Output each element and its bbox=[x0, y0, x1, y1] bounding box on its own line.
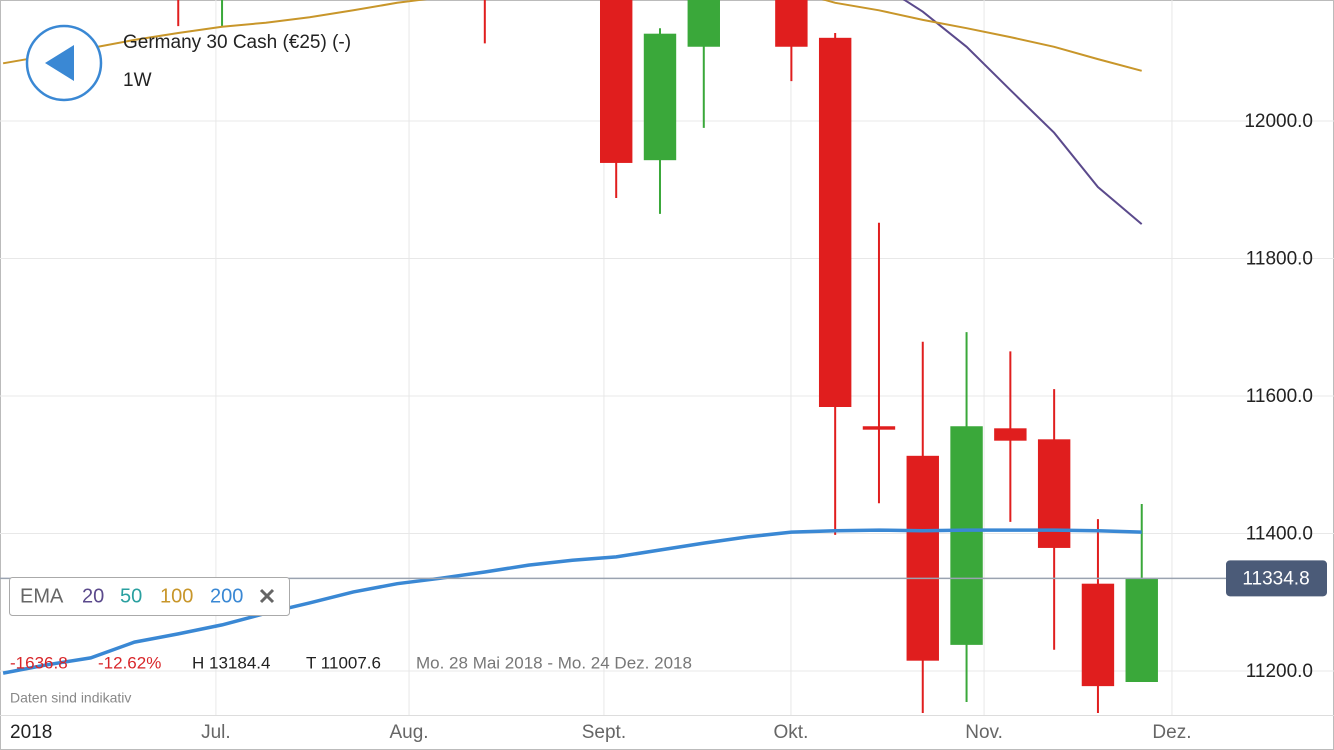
last-price-tag bbox=[1226, 560, 1327, 597]
candle-body bbox=[643, 33, 677, 161]
y-tick-label: 11800.0 bbox=[1246, 249, 1313, 270]
x-tick-label: Dez. bbox=[1152, 722, 1191, 743]
ema-line bbox=[902, 0, 1143, 225]
x-tick-label: Jul. bbox=[201, 722, 231, 743]
timeframe: 1W bbox=[123, 70, 152, 91]
candle-body bbox=[1081, 583, 1115, 687]
plot bbox=[0, 0, 1226, 713]
change: -1636.8 bbox=[10, 653, 68, 672]
candle-body bbox=[1125, 578, 1158, 682]
legend-item: 50 bbox=[120, 585, 142, 607]
legend-item: 100 bbox=[160, 585, 193, 607]
overlay: Germany 30 Cash (€25) (-) 1W -1636.8 -12… bbox=[9, 24, 1327, 743]
date-range: Mo. 28 Mai 2018 - Mo. 24 Dez. 2018 bbox=[416, 653, 692, 672]
y-tick-label: 11400.0 bbox=[1246, 524, 1313, 545]
x-tick-label: Sept. bbox=[582, 722, 626, 743]
candle-body bbox=[862, 426, 896, 430]
ema-line bbox=[2, 528, 1142, 675]
x-tick-label: Nov. bbox=[965, 722, 1003, 743]
x-tick-label: Okt. bbox=[774, 722, 809, 743]
x-tick-label: Aug. bbox=[389, 722, 428, 743]
year-label: 2018 bbox=[10, 722, 52, 743]
back-button[interactable] bbox=[25, 24, 103, 102]
y-tick-label: 11600.0 bbox=[1246, 386, 1313, 407]
legend-item: 20 bbox=[82, 585, 104, 607]
y-tick-label: 12000.0 bbox=[1244, 111, 1313, 132]
ema-line bbox=[2, 0, 1142, 72]
y-tick-label: 11200.0 bbox=[1246, 661, 1313, 682]
back-arrow[interactable] bbox=[45, 45, 74, 81]
change-pct: -12.62% bbox=[98, 653, 161, 672]
legend-title: EMA bbox=[20, 585, 64, 607]
instrument-title: Germany 30 Cash (€25) (-) bbox=[123, 32, 351, 53]
candle-body bbox=[906, 455, 939, 661]
candle-body bbox=[818, 37, 852, 407]
last-price-label: 11334.8 bbox=[1242, 568, 1309, 589]
note: Daten sind indikativ bbox=[10, 690, 131, 706]
low: T 11007.6 bbox=[306, 653, 381, 672]
legend-item: 200 bbox=[210, 585, 243, 607]
high: H 13184.4 bbox=[192, 653, 270, 672]
candle-body bbox=[950, 426, 983, 645]
legend-box[interactable] bbox=[9, 577, 290, 616]
candle-body bbox=[994, 428, 1027, 441]
candle-body bbox=[775, 0, 808, 47]
candle-body bbox=[599, 0, 633, 163]
candle-body bbox=[687, 0, 720, 47]
legend-close[interactable] bbox=[259, 588, 275, 604]
